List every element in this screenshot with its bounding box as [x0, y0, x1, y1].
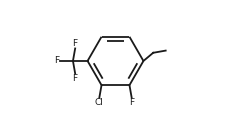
- Text: F: F: [73, 74, 78, 83]
- Text: F: F: [55, 57, 60, 65]
- Text: Cl: Cl: [95, 98, 104, 107]
- Text: F: F: [129, 98, 134, 107]
- Text: F: F: [73, 39, 78, 48]
